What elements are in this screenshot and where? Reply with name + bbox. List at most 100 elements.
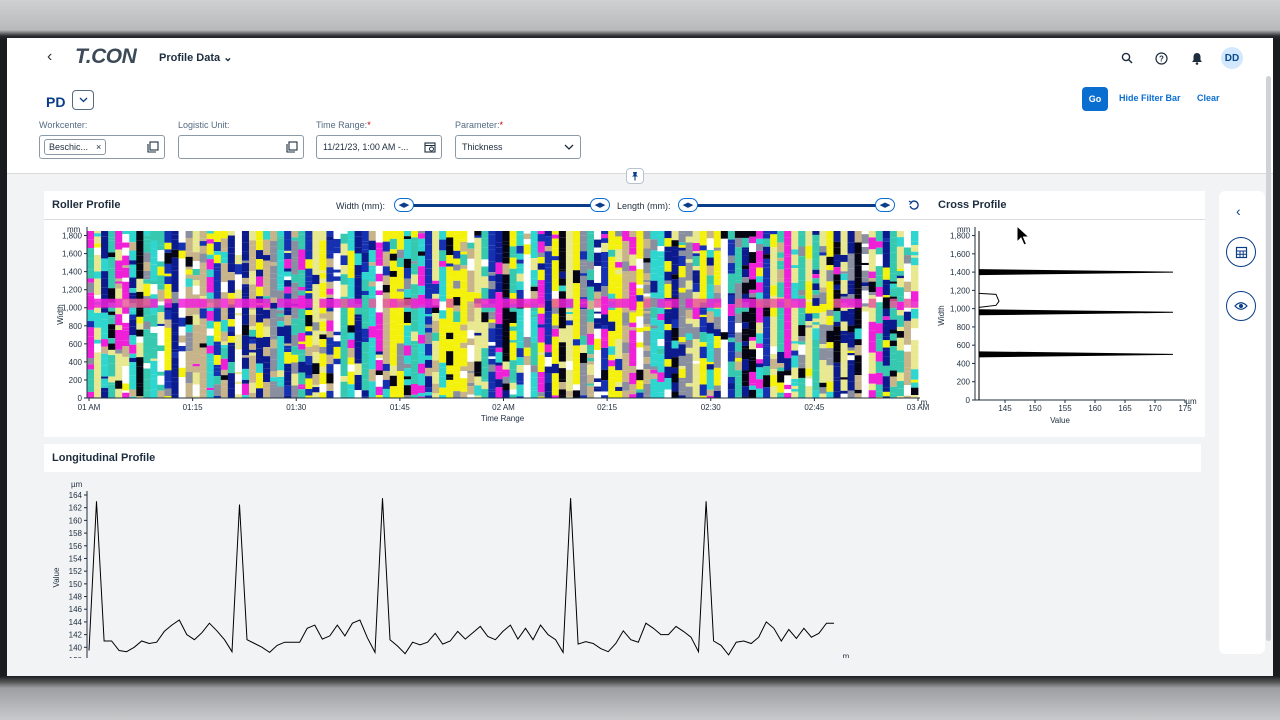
length-slider-handle-min[interactable]: ◀▶ [678, 198, 698, 212]
heatmap-cell [544, 344, 553, 353]
parameter-select[interactable]: Thickness [455, 135, 581, 159]
go-button[interactable]: Go [1082, 87, 1108, 111]
heatmap-cell [678, 355, 686, 366]
chevron-left-icon[interactable]: ‹ [1236, 203, 1241, 219]
heatmap-cell [185, 269, 194, 275]
show-button[interactable] [1226, 291, 1256, 321]
heatmap-cell [192, 268, 201, 276]
heatmap-cell [720, 231, 729, 239]
heatmap-cell [129, 375, 137, 379]
heatmap-cell [227, 272, 236, 281]
heatmap-cell [277, 376, 285, 380]
heatmap-cell [389, 353, 398, 366]
heatmap-cell [572, 345, 581, 351]
heatmap-cell [136, 372, 144, 384]
heatmap-cell [354, 247, 363, 254]
heatmap-cell [706, 307, 715, 312]
heatmap-cell [615, 386, 623, 391]
calendar-icon[interactable] [424, 141, 436, 153]
heatmap-cell [826, 300, 834, 310]
time-range-input[interactable]: 11/21/23, 1:00 AM -... [316, 135, 442, 159]
heatmap-cell [713, 271, 722, 276]
heatmap-cell [903, 395, 912, 398]
heatmap-cell [720, 286, 729, 293]
heatmap-cell [382, 370, 391, 380]
heatmap-cell [530, 278, 539, 285]
avatar[interactable]: DD [1221, 47, 1243, 69]
heatmap-cell [882, 241, 891, 254]
y-tick-label: 0 [78, 394, 83, 403]
heatmap-cell [143, 283, 151, 287]
heatmap-cell [882, 231, 891, 239]
hide-filter-bar-button[interactable]: Hide Filter Bar [1119, 93, 1181, 103]
heatmap-cell [417, 255, 426, 267]
heatmap-cell [706, 311, 715, 323]
heatmap-cell [213, 325, 222, 337]
heatmap-cell [572, 365, 581, 373]
x-tick-label: 01:45 [390, 403, 411, 412]
heatmap-cell [565, 312, 574, 315]
heatmap-cell [615, 245, 623, 250]
app-title-menu[interactable]: Profile Data ⌄ [159, 51, 232, 64]
heatmap-cell [805, 291, 813, 300]
heatmap-cell [305, 268, 313, 277]
heatmap-cell [861, 311, 870, 319]
notification-bell-icon[interactable] [1186, 48, 1207, 69]
heatmap-cell [396, 361, 405, 371]
x-tick-label: 150 [1028, 404, 1042, 413]
close-icon[interactable]: × [96, 142, 102, 152]
width-slider-track[interactable] [404, 204, 604, 207]
heatmap-cell [544, 293, 553, 301]
heatmap-cell [319, 327, 327, 331]
workcenter-token[interactable]: Beschic... × [44, 139, 107, 155]
variant-dropdown-button[interactable] [72, 90, 94, 110]
heatmap-cell [185, 337, 194, 342]
heatmap-cell [509, 323, 517, 327]
heatmap-cell [396, 371, 405, 382]
heatmap-cell [692, 339, 701, 344]
heatmap-cell [622, 325, 630, 332]
heatmap-cell [312, 297, 320, 305]
heatmap-cell [403, 370, 412, 377]
roller-profile-title: Roller Profile [52, 199, 121, 211]
workcenter-input[interactable]: Beschic... × [39, 135, 165, 159]
length-slider-track[interactable] [688, 204, 884, 207]
heatmap-cell [713, 316, 722, 326]
heatmap-cell [403, 311, 412, 324]
heatmap-cell [199, 273, 208, 282]
heatmap-band-cell [643, 298, 651, 308]
value-help-icon[interactable] [286, 141, 298, 153]
width-slider-handle-max[interactable]: ◀▶ [590, 198, 610, 212]
heatmap-band-cell [763, 298, 771, 308]
logistic-unit-input[interactable] [178, 135, 304, 159]
search-icon[interactable] [1116, 48, 1137, 69]
heatmap-cell [882, 267, 891, 275]
help-icon[interactable]: ? [1151, 48, 1172, 69]
table-view-button[interactable] [1226, 237, 1256, 267]
heatmap-cell [319, 263, 327, 271]
value-help-icon[interactable] [147, 141, 159, 153]
heatmap-cell [488, 345, 496, 349]
heatmap-cell [601, 252, 609, 257]
reset-icon[interactable] [908, 198, 922, 212]
back-icon[interactable]: ‹ [47, 48, 53, 65]
length-slider-handle-max[interactable]: ◀▶ [875, 198, 895, 212]
heatmap-cell [664, 284, 672, 293]
heatmap-cell [361, 337, 370, 343]
heatmap-cell [150, 378, 158, 390]
scrollbar[interactable] [1266, 76, 1271, 641]
heatmap-cell [685, 383, 694, 387]
heatmap-cell [178, 345, 186, 352]
heatmap-cell [389, 249, 398, 254]
heatmap-band-cell [410, 298, 419, 308]
heatmap-cell [298, 372, 306, 385]
heatmap-cell [333, 346, 341, 359]
heatmap-cell [770, 339, 778, 347]
heatmap-cell [847, 231, 856, 243]
heatmap-cell [868, 352, 877, 363]
heatmap-cell [432, 340, 440, 353]
clear-button[interactable]: Clear [1197, 93, 1220, 103]
pin-header-button[interactable] [626, 168, 644, 184]
width-slider-handle-min[interactable]: ◀▶ [394, 198, 414, 212]
heatmap-cell [488, 328, 496, 332]
